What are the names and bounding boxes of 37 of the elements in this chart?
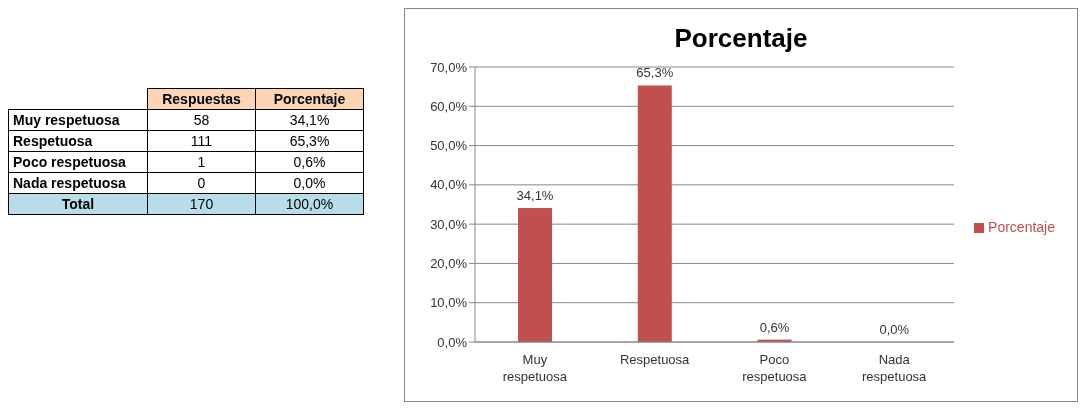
x-tick-label: Poco respetuosa [742,352,808,384]
data-label: 0,6% [759,319,790,335]
text: Respuestas [147,88,256,110]
y-tick-label: 40,0% [430,177,468,193]
y-tick-label: 30,0% [430,216,468,232]
x-tick-label: Respetuosa [619,352,691,367]
data-label: 58 [147,109,256,131]
y-tick-label: 0,0% [437,334,468,350]
data-label: 0,0% [255,172,364,194]
data-label: 0 [147,172,256,194]
category-label: Respetuosa [8,130,148,152]
category-label: Muy respetuosa [8,109,148,131]
text: 100,0% [255,193,364,215]
data-label: 1 [147,151,256,173]
data-label: 65,3% [255,130,364,152]
y-tick-label: 20,0% [430,256,468,272]
y-tick-label: 50,0% [430,138,468,154]
y-tick-label: 10,0% [430,295,468,311]
data-label: 0,0% [879,322,910,337]
y-tick-label: 70,0% [430,59,468,75]
category-label: Poco respetuosa [8,151,148,173]
bar [518,208,552,342]
data-label: 34,1% [516,188,554,204]
y-tick-label: 60,0% [430,98,468,114]
data-label: 34,1% [255,109,364,131]
text: Total [8,193,148,215]
text: 170 [147,193,256,215]
data-label: 0,6% [255,151,364,173]
text: Porcentaje [255,88,364,110]
category-label: Nada respetuosa [8,172,148,194]
data-label: 111 [147,130,256,152]
legend-label: Porcentaje [988,219,1055,235]
data-label: 65,3% [636,65,674,81]
x-tick-label: Muy respetuosa [502,352,568,384]
x-tick-label: Nada respetuosa [862,352,928,384]
bar [637,85,672,342]
chart-title: Porcentaje [673,23,809,55]
